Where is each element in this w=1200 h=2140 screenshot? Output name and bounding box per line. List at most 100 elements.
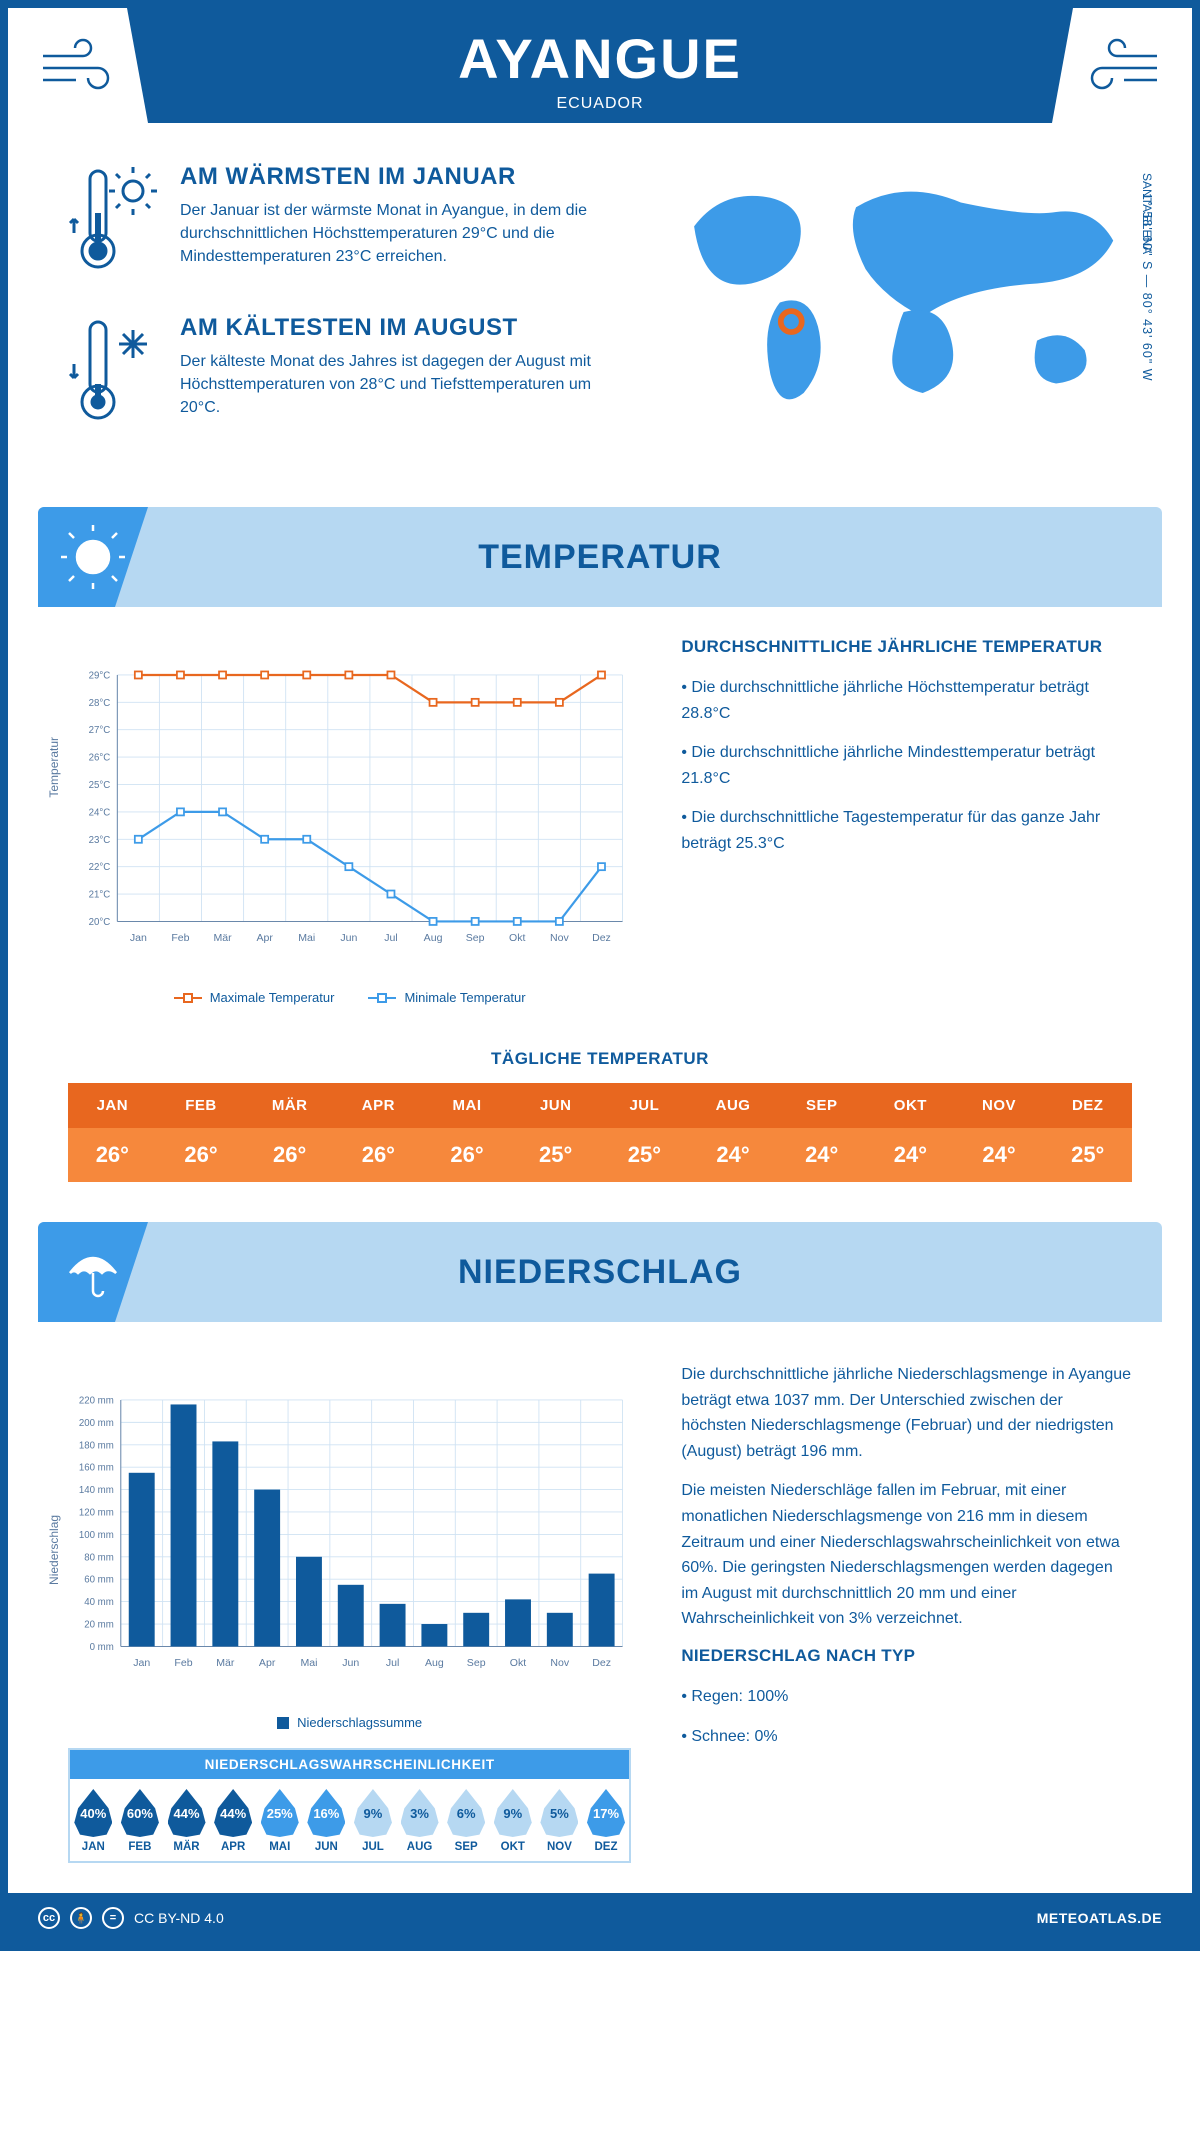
month-value: 24° — [955, 1128, 1044, 1182]
coldest-text: Der kälteste Monat des Jahres ist dagege… — [180, 350, 616, 420]
page-footer: cc 🧍 = CC BY-ND 4.0 METEOATLAS.DE — [8, 1893, 1192, 1943]
svg-text:24°C: 24°C — [89, 807, 111, 818]
month-value: 24° — [777, 1128, 866, 1182]
footer-brand: METEOATLAS.DE — [1037, 1910, 1162, 1926]
prob-cell: 3%AUG — [396, 1779, 443, 1861]
month-header: JUN — [511, 1083, 600, 1128]
svg-text:Feb: Feb — [171, 932, 189, 944]
month-header: DEZ — [1043, 1083, 1132, 1128]
prob-month-label: FEB — [117, 1841, 164, 1853]
warmest-text: Der Januar ist der wärmste Monat in Ayan… — [180, 199, 616, 269]
prob-month-label: JUN — [303, 1841, 350, 1853]
svg-text:25°C: 25°C — [89, 780, 111, 791]
sun-icon — [38, 507, 148, 607]
coldest-title: AM KÄLTESTEN IM AUGUST — [180, 314, 616, 342]
y-axis-label: Temperatur — [47, 737, 61, 798]
svg-text:200 mm: 200 mm — [79, 1418, 114, 1429]
daily-temp-title: TÄGLICHE TEMPERATUR — [8, 1049, 1192, 1069]
umbrella-icon — [38, 1222, 148, 1322]
svg-text:60 mm: 60 mm — [84, 1575, 114, 1586]
prob-cell: 25%MAI — [256, 1779, 303, 1861]
svg-text:21°C: 21°C — [89, 890, 111, 901]
page-header: AYANGUE ECUADOR — [8, 8, 1192, 123]
precip-sidebar: Die durchschnittliche jährliche Niedersc… — [681, 1362, 1132, 1863]
coldest-fact: AM KÄLTESTEN IM AUGUST Der kälteste Mona… — [68, 314, 616, 429]
legend-precip: Niederschlagssumme — [277, 1715, 422, 1730]
prob-month-label: SEP — [443, 1841, 490, 1853]
legend-max-label: Maximale Temperatur — [210, 990, 335, 1005]
prob-month-label: APR — [210, 1841, 257, 1853]
month-value: 26° — [157, 1128, 246, 1182]
month-header: AUG — [689, 1083, 778, 1128]
svg-text:Mär: Mär — [216, 1657, 235, 1669]
svg-text:27°C: 27°C — [89, 725, 111, 736]
probability-drop: 5% — [540, 1789, 578, 1837]
prob-cell: 9% OKT — [489, 1779, 536, 1861]
probability-drop: 9% — [494, 1789, 532, 1837]
probability-drop: 17% — [587, 1789, 625, 1837]
location-country: ECUADOR — [8, 95, 1192, 113]
sidebar-bullet: Die durchschnittliche jährliche Höchstte… — [681, 675, 1132, 726]
prob-cell: 9% JUL — [350, 1779, 397, 1861]
month-value: 26° — [423, 1128, 512, 1182]
svg-text:Dez: Dez — [592, 932, 611, 944]
section-banner-precip: NIEDERSCHLAG — [38, 1222, 1162, 1322]
month-value: 26° — [334, 1128, 423, 1182]
prob-month-label: DEZ — [583, 1841, 630, 1853]
svg-text:80 mm: 80 mm — [84, 1552, 114, 1563]
svg-text:Sep: Sep — [467, 1657, 486, 1669]
thermometer-snow-icon — [68, 314, 158, 429]
prob-cell: 5%NOV — [536, 1779, 583, 1861]
svg-text:Mai: Mai — [298, 932, 315, 944]
section-title-precip: NIEDERSCHLAG — [458, 1253, 742, 1292]
svg-text:Nov: Nov — [550, 1657, 569, 1669]
cc-icon: cc — [38, 1907, 60, 1929]
svg-text:Dez: Dez — [592, 1657, 611, 1669]
month-header: NOV — [955, 1083, 1044, 1128]
warmest-title: AM WÄRMSTEN IM JANUAR — [180, 163, 616, 191]
prob-cell: 16% JUN — [303, 1779, 350, 1861]
sidebar-bullet: Die durchschnittliche Tagestemperatur fü… — [681, 805, 1132, 856]
prob-month-label: MÄR — [163, 1841, 210, 1853]
month-header: FEB — [157, 1083, 246, 1128]
license-badge: cc 🧍 = CC BY-ND 4.0 — [38, 1907, 224, 1929]
svg-text:Jan: Jan — [133, 1657, 150, 1669]
svg-text:Sep: Sep — [466, 932, 485, 944]
svg-text:Apr: Apr — [256, 932, 273, 944]
svg-text:Okt: Okt — [510, 1657, 526, 1669]
svg-text:Aug: Aug — [425, 1657, 444, 1669]
precip-text-1: Die durchschnittliche jährliche Niedersc… — [681, 1362, 1132, 1464]
month-value: 26° — [68, 1128, 157, 1182]
svg-text:Aug: Aug — [424, 932, 443, 944]
svg-text:23°C: 23°C — [89, 835, 111, 846]
intro-section: AM WÄRMSTEN IM JANUAR Der Januar ist der… — [8, 123, 1192, 495]
temperature-chart: Temperatur 20°C21°C22°C23°C24°C25°C26°C2… — [68, 637, 631, 1005]
month-value: 24° — [866, 1128, 955, 1182]
legend-min-label: Minimale Temperatur — [404, 990, 525, 1005]
probability-drop: 6% — [447, 1789, 485, 1837]
probability-drop: 16% — [307, 1789, 345, 1837]
prob-cell: 40%JAN — [70, 1779, 117, 1861]
prob-month-label: OKT — [489, 1841, 536, 1853]
world-map-icon — [656, 163, 1132, 423]
prob-month-label: JAN — [70, 1841, 117, 1853]
month-header: APR — [334, 1083, 423, 1128]
prob-month-label: JUL — [350, 1841, 397, 1853]
svg-text:Jan: Jan — [130, 932, 147, 944]
precip-type-title: NIEDERSCHLAG NACH TYP — [681, 1646, 1132, 1666]
svg-text:0 mm: 0 mm — [90, 1642, 114, 1653]
probability-drop: 9% — [354, 1789, 392, 1837]
prob-cell: 44% APR — [210, 1779, 257, 1861]
month-header: SEP — [777, 1083, 866, 1128]
month-value: 24° — [689, 1128, 778, 1182]
svg-text:Jul: Jul — [384, 932, 397, 944]
nd-icon: = — [102, 1907, 124, 1929]
probability-drop: 44% — [214, 1789, 252, 1837]
section-banner-temperature: TEMPERATUR — [38, 507, 1162, 607]
license-text: CC BY-ND 4.0 — [134, 1910, 224, 1926]
svg-text:Jun: Jun — [342, 1657, 359, 1669]
precip-probability-box: NIEDERSCHLAGSWAHRSCHEINLICHKEIT 40%JAN60… — [68, 1748, 631, 1863]
prob-title: NIEDERSCHLAGSWAHRSCHEINLICHKEIT — [70, 1750, 629, 1779]
month-value: 25° — [600, 1128, 689, 1182]
section-title-temperature: TEMPERATUR — [478, 538, 722, 577]
